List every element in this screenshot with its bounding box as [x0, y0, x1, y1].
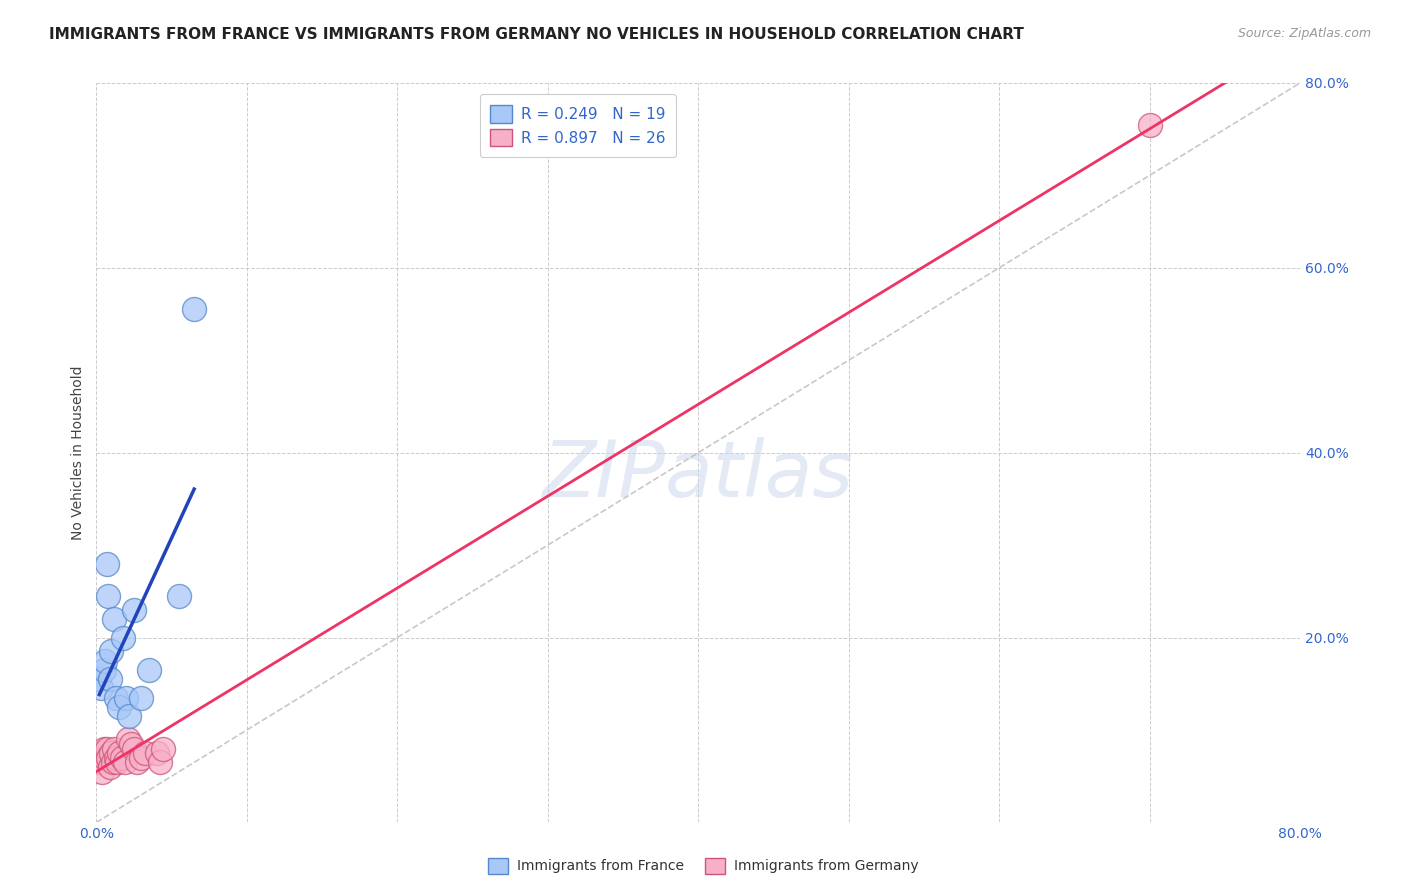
Point [117, 732, 139, 747]
Point [89, 756, 111, 770]
Point [100, 644, 122, 658]
Point [108, 746, 131, 760]
Point [115, 690, 138, 705]
Point [111, 750, 134, 764]
Point [125, 756, 148, 770]
Point [118, 709, 141, 723]
Point [98, 760, 121, 774]
Point [104, 690, 127, 705]
Point [104, 750, 127, 764]
Point [131, 750, 153, 764]
Point [134, 746, 156, 760]
Point [183, 302, 205, 317]
Point [122, 741, 145, 756]
Point [96, 557, 118, 571]
Point [93, 663, 115, 677]
Point [145, 746, 167, 760]
Point [114, 756, 136, 770]
Point [94, 654, 117, 668]
Point [103, 612, 125, 626]
Point [108, 699, 131, 714]
Point [93, 741, 115, 756]
Point [90, 681, 112, 696]
Point [112, 631, 135, 645]
Point [122, 603, 145, 617]
Point [131, 690, 153, 705]
Point [91, 764, 114, 779]
Point [98, 672, 121, 686]
Point [90, 746, 112, 760]
Text: IMMIGRANTS FROM FRANCE VS IMMIGRANTS FROM GERMANY NO VEHICLES IN HOUSEHOLD CORRE: IMMIGRANTS FROM FRANCE VS IMMIGRANTS FRO… [49, 27, 1024, 42]
Point [1139, 118, 1161, 132]
Point [89, 672, 111, 686]
Point [94, 750, 117, 764]
Legend: R = 0.249   N = 19, R = 0.897   N = 26: R = 0.249 N = 19, R = 0.897 N = 26 [479, 95, 676, 157]
Text: Source: ZipAtlas.com: Source: ZipAtlas.com [1237, 27, 1371, 40]
Text: ZIPatlas: ZIPatlas [543, 437, 853, 513]
Point [101, 756, 124, 770]
Point [107, 756, 129, 770]
Point [96, 741, 118, 756]
Legend: Immigrants from France, Immigrants from Germany: Immigrants from France, Immigrants from … [481, 851, 925, 880]
Y-axis label: No Vehicles in Household: No Vehicles in Household [72, 366, 86, 540]
Point [97, 750, 120, 764]
Point [138, 663, 160, 677]
Point [97, 589, 120, 603]
Point [103, 741, 125, 756]
Point [148, 756, 170, 770]
Point [152, 741, 174, 756]
Point [167, 589, 190, 603]
Point [100, 746, 122, 760]
Point [120, 737, 142, 751]
